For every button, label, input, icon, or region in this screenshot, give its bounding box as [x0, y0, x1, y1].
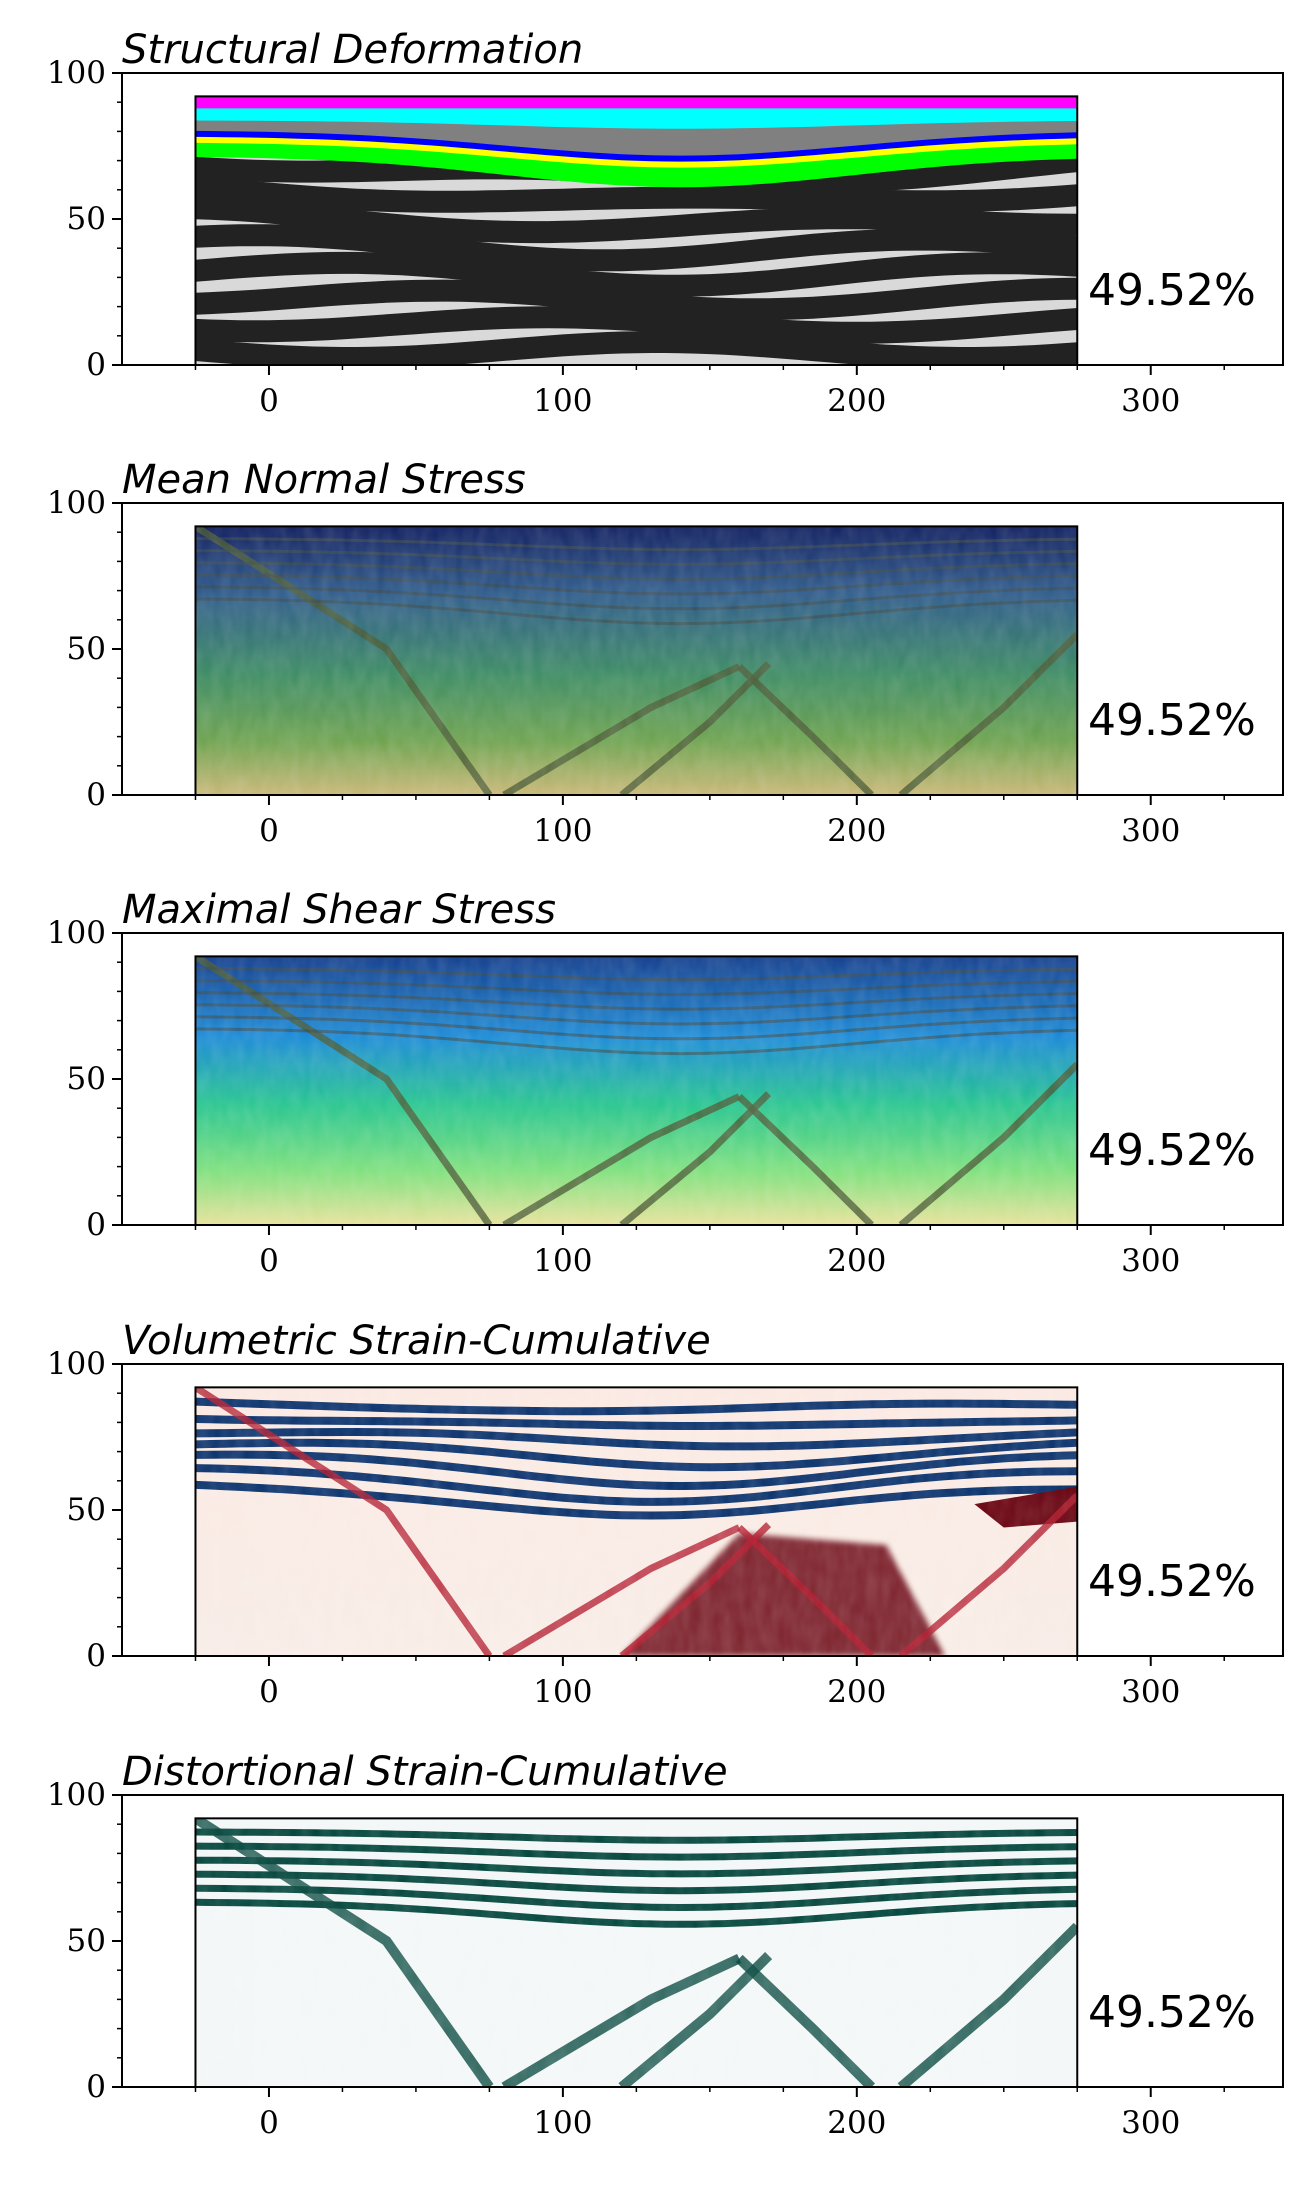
x-tick-label: 200 [827, 383, 886, 419]
y-tick-label: 50 [67, 631, 106, 667]
heatmap-field [195, 1387, 1078, 1656]
heatmap-field [195, 956, 1078, 1225]
x-tick-label: 300 [1121, 813, 1180, 849]
y-tick-label: 50 [67, 1061, 106, 1097]
strata-layer [195, 251, 1078, 297]
x-tick-label: 200 [827, 2105, 886, 2141]
y-tick-label: 50 [67, 1492, 106, 1528]
x-tick-label: 100 [533, 1674, 592, 1710]
heatmap-field [195, 96, 1078, 366]
y-tick-label: 0 [86, 2069, 106, 2105]
x-tick-label: 100 [533, 383, 592, 419]
y-tick-label: 100 [47, 915, 106, 951]
x-tick-label: 200 [827, 1243, 886, 1279]
panel-mean-normal-stress: Mean Normal Stress 0 100 200 300 0 50 100 49.52% [47, 457, 1284, 849]
panel-title: Maximal Shear Stress [122, 887, 556, 933]
y-tick-label: 100 [47, 1346, 106, 1382]
x-tick-label: 0 [259, 813, 279, 849]
y-tick-label: 100 [47, 485, 106, 521]
y-tick-label: 50 [67, 1923, 106, 1959]
x-tick-label: 300 [1121, 383, 1180, 419]
heatmap-field [195, 1818, 1078, 2087]
x-tick-label: 300 [1121, 2105, 1180, 2141]
y-tick-label: 100 [47, 1777, 106, 1813]
x-tick-label: 0 [259, 1243, 279, 1279]
panel-maximal-shear-stress: Maximal Shear Stress 0 100 200 300 0 50 100 49.5… [47, 887, 1284, 1279]
progress-annotation: 49.52% [1088, 695, 1256, 746]
heatmap-field [195, 526, 1078, 795]
y-tick-label: 0 [86, 777, 106, 813]
x-tick-label: 200 [827, 813, 886, 849]
panel-title: Volumetric Strain-Cumulative [122, 1318, 711, 1364]
panel-structural-deformation: Structural Deformation 0 100 200 300 0 50 100 49… [47, 27, 1284, 419]
top-layer [195, 130, 1078, 174]
y-tick-label: 0 [86, 1207, 106, 1243]
panel-volumetric-strain: Volumetric Strain-Cumulative 0 100 200 300 0 5… [47, 1318, 1284, 1710]
x-tick-label: 300 [1121, 1243, 1180, 1279]
strata-layer [195, 175, 1078, 213]
x-tick-label: 100 [533, 2105, 592, 2141]
strata-layer [195, 277, 1078, 321]
top-layer [195, 136, 1078, 180]
x-tick-label: 0 [259, 383, 279, 419]
y-tick-label: 0 [86, 347, 106, 383]
panel-title: Mean Normal Stress [122, 457, 526, 503]
x-tick-label: 0 [259, 1674, 279, 1710]
x-tick-label: 300 [1121, 1674, 1180, 1710]
x-tick-label: 200 [827, 1674, 886, 1710]
top-layer [195, 142, 1078, 188]
y-tick-label: 50 [67, 201, 106, 237]
x-tick-label: 100 [533, 813, 592, 849]
strata-layer [195, 306, 1078, 344]
y-tick-label: 100 [47, 55, 106, 91]
y-tick-label: 0 [86, 1638, 106, 1674]
panel-title: Distortional Strain-Cumulative [122, 1749, 728, 1795]
panel-title: Structural Deformation [122, 27, 583, 73]
strata-layer [195, 331, 1078, 366]
progress-annotation: 49.52% [1088, 1125, 1256, 1176]
progress-annotation: 49.52% [1088, 265, 1256, 316]
progress-annotation: 49.52% [1088, 1987, 1256, 2038]
x-tick-label: 100 [533, 1243, 592, 1279]
progress-annotation: 49.52% [1088, 1556, 1256, 1607]
panel-distortional-strain: Distortional Strain-Cumulative 0 100 200 300… [47, 1749, 1284, 2141]
x-tick-label: 0 [259, 2105, 279, 2141]
